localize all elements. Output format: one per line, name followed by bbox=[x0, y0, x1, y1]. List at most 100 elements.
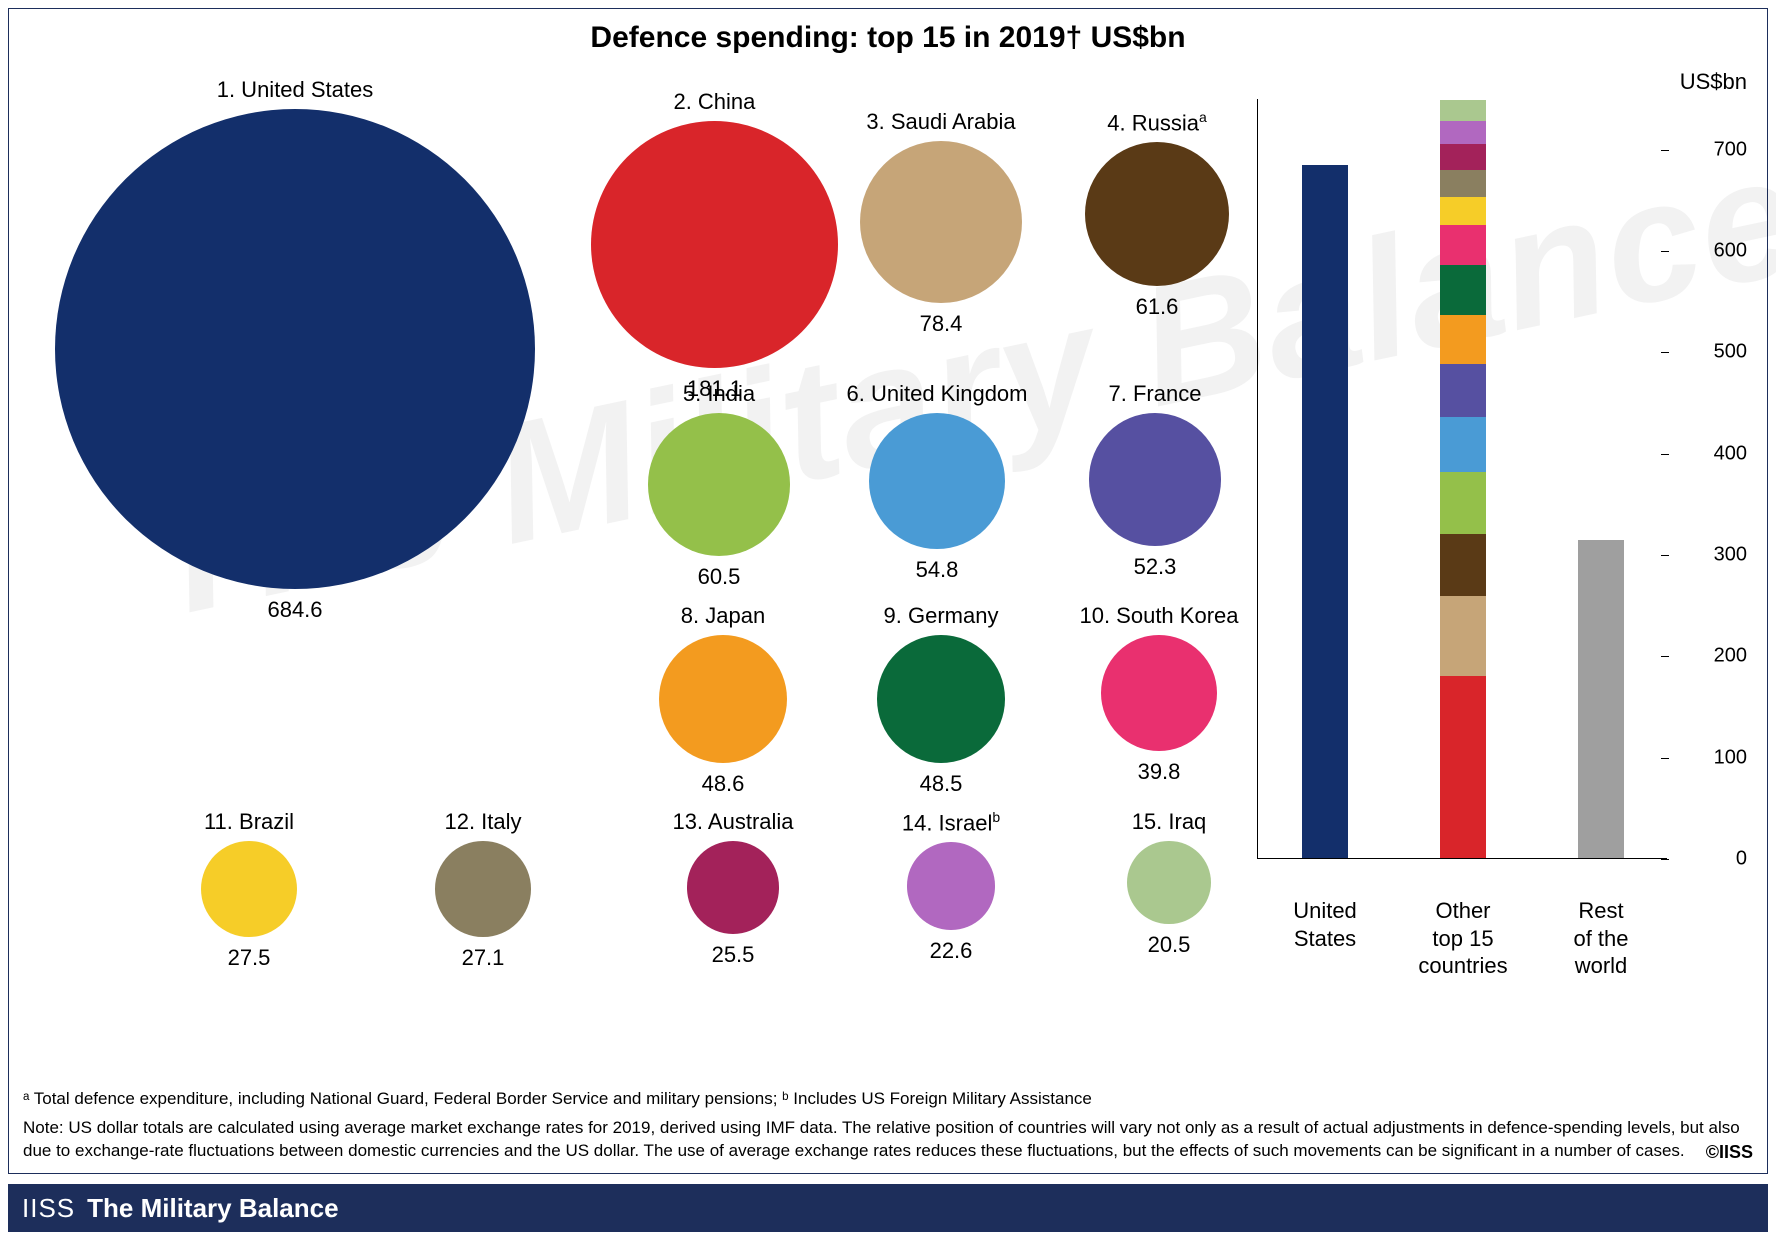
bar-segment bbox=[1440, 144, 1486, 170]
bar-segment bbox=[1440, 534, 1486, 596]
bubble-israel: 14. Israelb 22.6 bbox=[841, 809, 1061, 964]
bar-label: UnitedStates bbox=[1262, 897, 1388, 952]
bubble-label: 3. Saudi Arabia bbox=[831, 109, 1051, 135]
y-tick bbox=[1661, 859, 1669, 860]
bubble-value: 20.5 bbox=[1059, 932, 1279, 958]
bubble-circle bbox=[860, 141, 1022, 303]
bar-label: Restof theworld bbox=[1538, 897, 1664, 980]
bubble-australia: 13. Australia 25.5 bbox=[623, 809, 843, 968]
bar-segment bbox=[1440, 265, 1486, 314]
bubble-label: 12. Italy bbox=[373, 809, 593, 835]
footer-title: The Military Balance bbox=[87, 1193, 338, 1224]
bar-chart: US$bn UnitedStatesOthertop 15countriesRe… bbox=[1257, 69, 1747, 1008]
bar-segment bbox=[1440, 170, 1486, 197]
bubble-germany: 9. Germany 48.5 bbox=[831, 603, 1051, 797]
bar-segment bbox=[1302, 165, 1348, 859]
bubble-saudi-arabia: 3. Saudi Arabia 78.4 bbox=[831, 109, 1051, 337]
bubble-label: 6. United Kingdom bbox=[827, 381, 1047, 407]
bar-segment bbox=[1440, 121, 1486, 144]
bubble-label: 11. Brazil bbox=[139, 809, 359, 835]
bubble-circle bbox=[1085, 142, 1229, 286]
bar-segment bbox=[1440, 225, 1486, 265]
bar-segment bbox=[1440, 197, 1486, 225]
bubble-circle bbox=[648, 413, 791, 556]
bar-segment bbox=[1440, 417, 1486, 473]
bubble-russia: 4. Russiaa 61.6 bbox=[1047, 109, 1267, 320]
bubble-label: 13. Australia bbox=[623, 809, 843, 835]
y-tick bbox=[1661, 150, 1669, 151]
chart-title: Defence spending: top 15 in 2019† US$bn bbox=[9, 21, 1767, 55]
bubble-italy: 12. Italy 27.1 bbox=[373, 809, 593, 971]
bubble-label: 4. Russiaa bbox=[1047, 109, 1267, 136]
bubble-circle bbox=[435, 841, 531, 937]
bar-label: Othertop 15countries bbox=[1400, 897, 1526, 980]
y-tick-label: 500 bbox=[1714, 341, 1747, 364]
bubble-value: 54.8 bbox=[827, 557, 1047, 583]
bubble-label: 15. Iraq bbox=[1059, 809, 1279, 835]
y-tick bbox=[1661, 758, 1669, 759]
bubble-united-kingdom: 6. United Kingdom 54.8 bbox=[827, 381, 1047, 583]
bar-segment bbox=[1440, 676, 1486, 860]
bubble-circle bbox=[869, 413, 1005, 549]
y-tick bbox=[1661, 656, 1669, 657]
bubble-united-states: 1. United States684.6 bbox=[55, 77, 535, 623]
bubble-circle bbox=[1127, 841, 1210, 924]
y-tick-label: 300 bbox=[1714, 544, 1747, 567]
bar-plot: UnitedStatesOthertop 15countriesRestof t… bbox=[1257, 99, 1667, 859]
bubble-value: 61.6 bbox=[1047, 294, 1267, 320]
bubble-label: 9. Germany bbox=[831, 603, 1051, 629]
bubble-iraq: 15. Iraq 20.5 bbox=[1059, 809, 1279, 958]
y-tick-label: 400 bbox=[1714, 442, 1747, 465]
bar-segment bbox=[1440, 315, 1486, 364]
bubble-circle bbox=[1101, 635, 1217, 751]
y-tick-label: 200 bbox=[1714, 645, 1747, 668]
bubble-circle bbox=[591, 121, 838, 368]
bubble-india: 5. India 60.5 bbox=[609, 381, 829, 590]
y-tick bbox=[1661, 555, 1669, 556]
bubble-chart: 1. United States684.62. China181.13. Sau… bbox=[9, 59, 1247, 1023]
bubble-france: 7. France 52.3 bbox=[1045, 381, 1265, 580]
bubble-value: 22.6 bbox=[841, 938, 1061, 964]
bubble-value: 60.5 bbox=[609, 564, 829, 590]
copyright: ©IISS bbox=[1706, 1142, 1753, 1163]
y-tick-label: 0 bbox=[1736, 848, 1747, 871]
bubble-value: 27.1 bbox=[373, 945, 593, 971]
bubble-circle bbox=[1089, 413, 1222, 546]
bubble-circle bbox=[55, 109, 535, 589]
bubble-china: 2. China181.1 bbox=[591, 89, 838, 402]
y-tick bbox=[1661, 352, 1669, 353]
bubble-value: 25.5 bbox=[623, 942, 843, 968]
bubble-value: 27.5 bbox=[139, 945, 359, 971]
bubble-japan: 8. Japan 48.6 bbox=[613, 603, 833, 797]
footnotes: ᵃ Total defence expenditure, including N… bbox=[23, 1088, 1753, 1163]
footer-bar: IISS The Military Balance bbox=[8, 1184, 1768, 1232]
bubble-label: 5. India bbox=[609, 381, 829, 407]
bubble-label: 10. South Korea bbox=[1049, 603, 1269, 629]
bar-segment bbox=[1440, 364, 1486, 417]
bubble-circle bbox=[687, 841, 780, 934]
x-axis bbox=[1258, 858, 1667, 859]
bubble-label: 8. Japan bbox=[613, 603, 833, 629]
bubble-label: 1. United States bbox=[55, 77, 535, 103]
footer-org: IISS bbox=[22, 1193, 75, 1224]
bubble-label: 2. China bbox=[591, 89, 838, 115]
bubble-value: 48.6 bbox=[613, 771, 833, 797]
chart-frame: Defence spending: top 15 in 2019† US$bn … bbox=[8, 8, 1768, 1174]
bubble-circle bbox=[877, 635, 1005, 763]
bubble-label: 7. France bbox=[1045, 381, 1265, 407]
y-tick-label: 700 bbox=[1714, 138, 1747, 161]
bubble-circle bbox=[659, 635, 787, 763]
footnote-superscripts: ᵃ Total defence expenditure, including N… bbox=[23, 1088, 1753, 1111]
bar-segment bbox=[1440, 472, 1486, 533]
bubble-value: 78.4 bbox=[831, 311, 1051, 337]
bubble-value: 48.5 bbox=[831, 771, 1051, 797]
bubble-circle bbox=[907, 842, 994, 929]
y-tick-label: 600 bbox=[1714, 240, 1747, 263]
footnote-main: Note: US dollar totals are calculated us… bbox=[23, 1117, 1753, 1163]
bar-segment bbox=[1578, 540, 1624, 859]
bubble-south-korea: 10. South Korea39.8 bbox=[1049, 603, 1269, 785]
bubble-value: 52.3 bbox=[1045, 554, 1265, 580]
y-tick bbox=[1661, 251, 1669, 252]
bubble-brazil: 11. Brazil 27.5 bbox=[139, 809, 359, 971]
bubble-label: 14. Israelb bbox=[841, 809, 1061, 836]
